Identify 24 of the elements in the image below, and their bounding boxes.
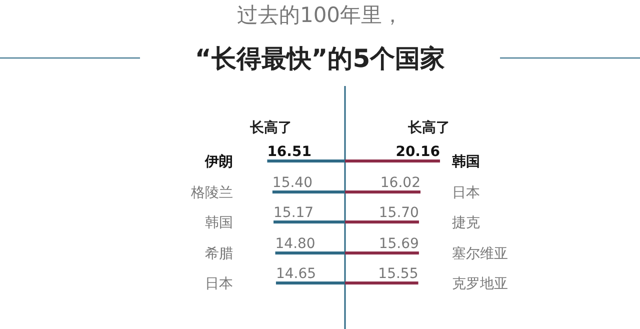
y-tick-label: 格陵兰 xyxy=(190,185,233,201)
x-axis-title: 长高了 xyxy=(249,119,292,136)
data-label: 15.70 xyxy=(378,205,419,221)
y-tick-label: 捷克 xyxy=(452,215,480,231)
y-tick-label: 日本 xyxy=(452,185,480,201)
y-tick-label: 韩国 xyxy=(451,154,480,170)
y-tick-label: 伊朗 xyxy=(204,153,233,170)
data-label: 14.65 xyxy=(276,266,316,282)
data-label: 15.69 xyxy=(378,236,419,252)
chart-title: “长得最快”的5个国家 xyxy=(194,44,446,73)
data-label: 14.80 xyxy=(275,236,316,252)
y-tick-label: 韩国 xyxy=(205,215,233,231)
x-axis-title: 长高了 xyxy=(407,119,450,136)
y-tick-label: 希腊 xyxy=(205,246,233,262)
y-tick-label: 克罗地亚 xyxy=(452,276,508,292)
data-label: 15.17 xyxy=(274,205,314,221)
y-tick-label: 塞尔维亚 xyxy=(452,246,508,262)
y-tick-label: 日本 xyxy=(205,276,233,292)
data-label: 15.40 xyxy=(272,175,313,191)
data-label: 16.02 xyxy=(380,175,420,191)
data-label: 20.16 xyxy=(396,144,440,160)
data-label: 16.51 xyxy=(267,144,312,160)
chart-subtitle: 过去的100年里， xyxy=(236,3,404,27)
data-label: 15.55 xyxy=(378,266,418,282)
